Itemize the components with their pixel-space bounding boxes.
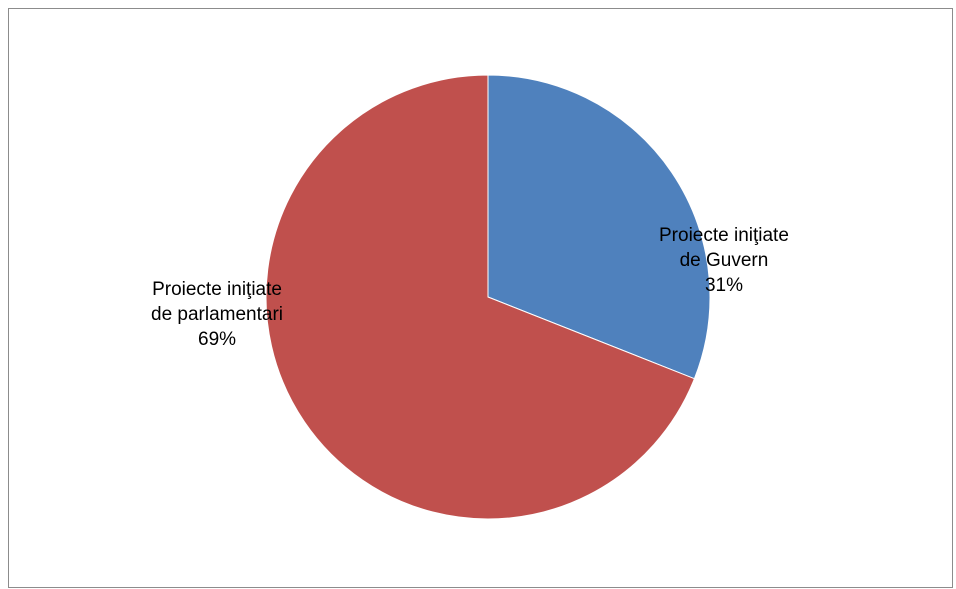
slice-label-guvern-line2: de Guvern [679,250,769,271]
slice-value-guvern: 31% [704,275,743,296]
chart-area: Proiecte iniţiate de Guvern 31% Proiecte… [8,8,953,588]
pie-slice-guvern [487,74,711,380]
slice-label-guvern-line1: Proiecte iniţiate [659,225,789,246]
slice-label-guvern: Proiecte iniţiate de Guvern 31% [659,223,789,298]
slice-label-parlamentari-line1: Proiecte iniţiate [152,279,282,300]
slice-value-parlamentari: 69% [198,329,237,350]
slice-label-parlamentari: Proiecte iniţiate de parlamentari 69% [151,277,283,352]
pie-chart-canvas [265,74,711,520]
slice-label-parlamentari-line2: de parlamentari [151,304,284,325]
pie-slice-parlamentari [265,74,696,520]
